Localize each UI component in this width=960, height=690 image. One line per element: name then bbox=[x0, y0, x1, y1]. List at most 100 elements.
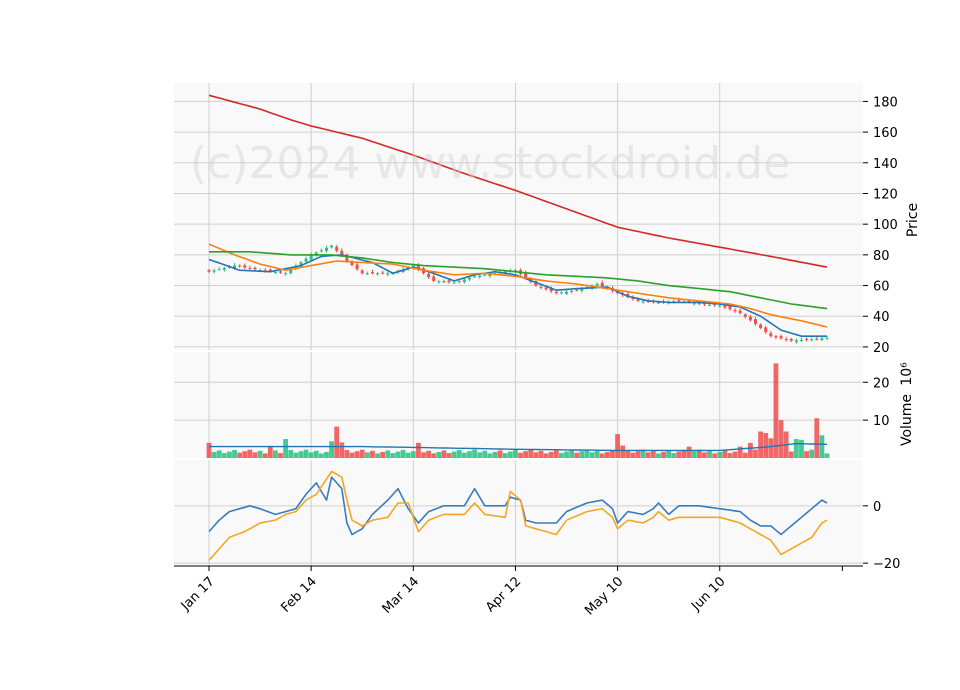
candle-body-108 bbox=[759, 324, 763, 329]
volume-bar-62 bbox=[523, 451, 529, 458]
volume-bar-36 bbox=[390, 453, 396, 458]
volume-bar-12 bbox=[267, 445, 273, 458]
candle-body-71 bbox=[570, 290, 574, 292]
candle-body-41 bbox=[416, 265, 420, 270]
volume-bar-69 bbox=[559, 453, 564, 458]
volume-bar-34 bbox=[380, 451, 386, 458]
volume-bar-50 bbox=[461, 452, 467, 458]
candle-body-53 bbox=[478, 275, 482, 277]
volume-bar-85 bbox=[640, 449, 646, 458]
candle-body-23 bbox=[324, 247, 328, 251]
candle-body-107 bbox=[753, 319, 757, 324]
volume-bar-89 bbox=[661, 451, 666, 458]
x-tick-label-4: May 10 bbox=[582, 574, 626, 618]
volume-bar-106 bbox=[747, 442, 753, 458]
volume-bar-96 bbox=[696, 449, 702, 458]
oscillator-osc_slow-line bbox=[208, 470, 828, 561]
candle-body-65 bbox=[539, 286, 543, 288]
volume-bar-4 bbox=[227, 451, 232, 458]
volume-ytick-label-1: 20 bbox=[873, 376, 890, 391]
volume-bar-98 bbox=[707, 450, 712, 458]
volume-bar-76 bbox=[594, 450, 600, 458]
volume-bar-8 bbox=[247, 449, 253, 458]
x-tick-label-0: Jan 17 bbox=[178, 574, 218, 614]
volume-bar-71 bbox=[569, 450, 575, 458]
price-panel: 20 40 60 80 100 120 140 160 180 bbox=[174, 83, 898, 356]
oscillator-background bbox=[174, 460, 863, 566]
volume-bar-83 bbox=[630, 452, 636, 458]
price-ma_mid-line bbox=[208, 243, 828, 328]
candle-body-101 bbox=[723, 305, 727, 308]
volume-bar-86 bbox=[645, 452, 651, 458]
volume-bar-28 bbox=[349, 452, 355, 458]
candle-body-72 bbox=[575, 289, 579, 291]
oscillator-ytick-label-0: −20 bbox=[873, 557, 900, 572]
candle-body-110 bbox=[769, 333, 773, 337]
volume-bar-33 bbox=[375, 453, 380, 458]
price-ma_short-line bbox=[208, 254, 827, 338]
candle-body-70 bbox=[565, 291, 569, 294]
volume-bar-51 bbox=[467, 451, 472, 458]
candle-body-33 bbox=[376, 273, 380, 275]
volume-bar-60 bbox=[513, 450, 518, 458]
volume-ytick-label-0: 10 bbox=[873, 414, 890, 429]
volume-panel: 10 20 bbox=[174, 352, 890, 458]
volume-bar-61 bbox=[518, 452, 523, 458]
price-ytick-label-1: 40 bbox=[873, 310, 890, 325]
candle-body-1 bbox=[212, 270, 216, 272]
volume-bar-44 bbox=[431, 453, 437, 458]
volume-bar-18 bbox=[298, 451, 304, 458]
candle-body-22 bbox=[319, 250, 323, 252]
volume-bar-43 bbox=[426, 450, 432, 458]
candle-body-50 bbox=[462, 279, 466, 283]
candle-body-112 bbox=[779, 336, 783, 339]
volume-bar-74 bbox=[584, 449, 590, 458]
volume-bar-116 bbox=[799, 439, 804, 458]
candle-body-44 bbox=[432, 276, 436, 281]
volume-bar-13 bbox=[272, 450, 278, 458]
candle-body-119 bbox=[815, 338, 819, 340]
volume-bar-82 bbox=[625, 450, 631, 458]
candle-body-9 bbox=[253, 267, 257, 270]
volume-bar-87 bbox=[650, 450, 656, 458]
volume-bar-14 bbox=[278, 453, 283, 458]
candle-body-105 bbox=[743, 314, 747, 317]
volume-bar-24 bbox=[329, 441, 334, 458]
candle-body-49 bbox=[457, 280, 461, 282]
candle-body-34 bbox=[381, 272, 385, 274]
volume-bar-95 bbox=[691, 451, 697, 458]
candle-body-88 bbox=[656, 302, 660, 304]
volume-background bbox=[174, 352, 863, 458]
volume-bar-68 bbox=[553, 450, 559, 458]
volume-bar-63 bbox=[528, 449, 534, 458]
volume-axis-exponent: 10⁶ bbox=[899, 362, 915, 386]
candle-body-96 bbox=[697, 303, 701, 305]
price-background bbox=[174, 83, 863, 350]
volume-bar-93 bbox=[681, 450, 687, 458]
volume-bar-119 bbox=[814, 418, 820, 458]
price-ma_very_long-line bbox=[208, 94, 828, 268]
candle-body-15 bbox=[284, 273, 288, 275]
candle-body-8 bbox=[248, 268, 252, 270]
candle-body-30 bbox=[360, 270, 364, 274]
candle-body-12 bbox=[268, 269, 272, 272]
volume-bar-117 bbox=[804, 451, 809, 458]
candle-body-6 bbox=[238, 265, 242, 267]
volume-axis-label: Volume bbox=[899, 394, 915, 446]
volume-bar-99 bbox=[712, 453, 718, 458]
candle-body-99 bbox=[713, 304, 717, 306]
volume-bar-41 bbox=[416, 442, 421, 458]
candle-body-73 bbox=[580, 288, 584, 291]
candle-body-68 bbox=[554, 291, 558, 294]
volume-bar-81 bbox=[620, 445, 626, 458]
oscillator-panel: −20 0 bbox=[174, 460, 900, 572]
volume-bar-45 bbox=[436, 451, 442, 458]
candle-body-7 bbox=[243, 265, 247, 268]
volume-bar-47 bbox=[446, 453, 452, 458]
volume-bar-21 bbox=[313, 450, 319, 458]
volume-bar-15 bbox=[283, 439, 289, 458]
price-ytick-label-4: 100 bbox=[873, 218, 898, 233]
candle-body-113 bbox=[784, 339, 788, 341]
volume-bar-1 bbox=[211, 451, 217, 458]
volume-bar-58 bbox=[502, 453, 508, 458]
